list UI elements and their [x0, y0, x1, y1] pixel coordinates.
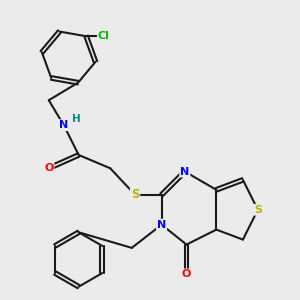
- Text: N: N: [157, 220, 166, 230]
- Text: O: O: [182, 269, 191, 279]
- Text: N: N: [180, 167, 190, 177]
- Text: H: H: [72, 114, 81, 124]
- Text: N: N: [59, 120, 68, 130]
- Text: Cl: Cl: [98, 31, 110, 41]
- Text: S: S: [254, 205, 262, 215]
- Text: O: O: [44, 163, 53, 173]
- Text: S: S: [131, 188, 139, 201]
